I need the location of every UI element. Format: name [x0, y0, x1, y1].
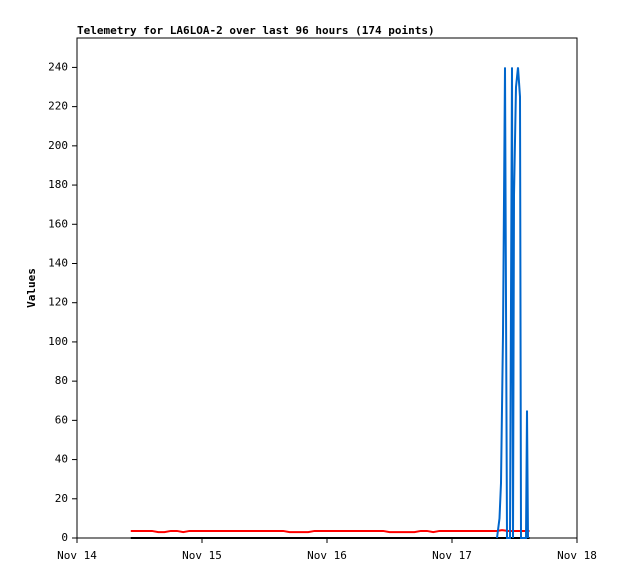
x-tick-label: Nov 15 — [182, 549, 222, 562]
x-tick-label: Nov 14 — [57, 549, 97, 562]
x-tick-label: Nov 18 — [557, 549, 597, 562]
y-tick-label: 160 — [48, 217, 68, 230]
y-tick-label: 80 — [55, 374, 68, 387]
y-tick-label: 20 — [55, 492, 68, 505]
y-tick-label: 180 — [48, 178, 68, 191]
series-line — [130, 529, 530, 534]
y-tick-label: 120 — [48, 296, 68, 309]
chart-title: Telemetry for LA6LOA-2 over last 96 hour… — [77, 24, 435, 37]
x-tick-label: Nov 16 — [307, 549, 347, 562]
series-line — [496, 67, 529, 539]
y-tick-label: 220 — [48, 100, 68, 113]
x-tick-label: Nov 17 — [432, 549, 472, 562]
y-tick-label: 0 — [61, 531, 68, 544]
y-tick-label: 240 — [48, 60, 68, 73]
y-tick-label: 60 — [55, 413, 68, 426]
y-tick-label: 40 — [55, 453, 68, 466]
y-axis-label: Values — [25, 268, 38, 308]
y-tick-label: 200 — [48, 139, 68, 152]
y-tick-label: 100 — [48, 335, 68, 348]
y-tick-label: 140 — [48, 256, 68, 269]
